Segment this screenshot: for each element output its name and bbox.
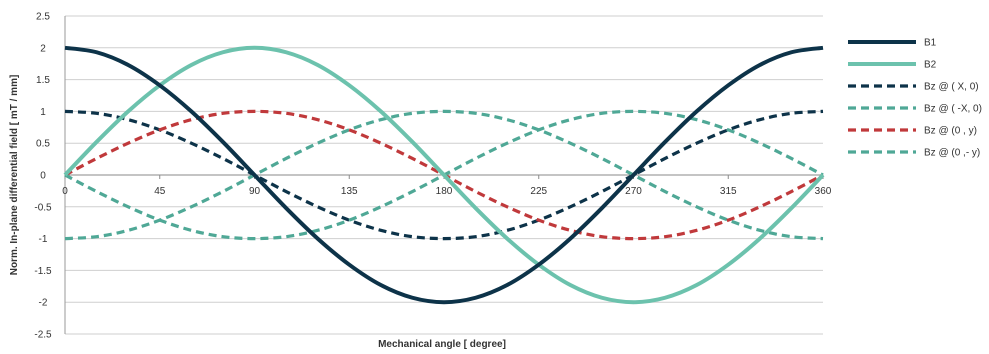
x-tick-label: 270 [625,186,642,197]
series-lines [63,45,825,305]
x-axis-title: Mechanical angle [ degree] [378,339,506,350]
y-tick-label: -2 [39,298,48,309]
y-axis-title: Norm. In-plane differential field [ mT /… [9,75,20,276]
x-tick-label: 90 [249,186,261,197]
y-tick-label: 2 [40,43,46,54]
y-tick-label: 1 [40,107,46,118]
y-tick-label: -1.5 [34,266,52,277]
y-tick-labels: 2.5 2 1.5 1 0.5 0 -0.5 -1 -1.5 -2 -2.5 [34,12,52,341]
x-tick-label: 360 [815,186,832,197]
x-tick-label: 180 [436,186,453,197]
series-line-3 [64,109,824,241]
legend: B1 B2 Bz @ ( X, 0) Bz @ ( -X, 0) Bz @ (0 , y… [848,38,982,159]
x-tick-label: 45 [154,186,166,197]
y-tick-label: -0.5 [34,202,52,213]
x-tick-label: 225 [530,186,547,197]
x-tick-labels: 0 45 90 135 180 225 270 315 360 [62,186,832,197]
series-line-4 [64,109,824,241]
x-tick-label: 135 [341,186,358,197]
legend-label: Bz @ (0 ,- y) [924,148,980,159]
y-tick-label: 1.5 [36,75,50,86]
y-tick-label: -2.5 [34,330,52,341]
y-tick-label: 0.5 [36,139,50,150]
x-tick-label: 315 [720,186,737,197]
series-line-1 [64,45,824,305]
legend-label: B2 [924,60,937,71]
legend-label: Bz @ ( -X, 0) [924,104,982,115]
legend-label: Bz @ (0 , y) [924,126,977,137]
y-tick-label: 0 [40,171,46,182]
y-tick-label: 2.5 [36,12,50,23]
x-tick-label: 0 [62,186,68,197]
y-tick-label: -1 [39,234,48,245]
legend-label: Bz @ ( X, 0) [924,82,979,93]
legend-label: B1 [924,38,937,49]
series-line-2 [63,45,825,305]
